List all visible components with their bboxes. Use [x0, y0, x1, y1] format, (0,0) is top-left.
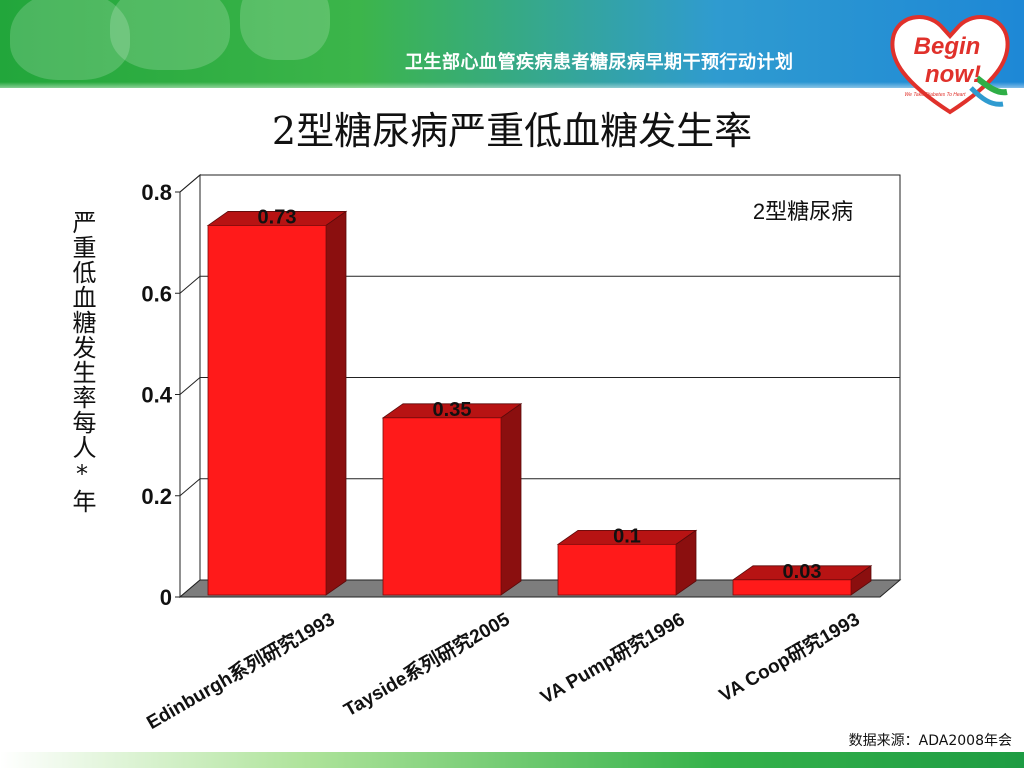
- bar-group: 0.03: [731, 561, 873, 596]
- grid-line: [179, 377, 201, 395]
- grid-line: [179, 478, 201, 497]
- hand-decoration: [110, 0, 230, 70]
- bar-group: 0.73: [206, 206, 348, 596]
- header-band: [0, 0, 1024, 88]
- bar-group: 0.35: [381, 399, 523, 596]
- hand-swoosh-icon: [975, 75, 1008, 96]
- data-label: 0.73: [258, 206, 297, 228]
- bar-group: 0.1: [556, 525, 698, 596]
- bar: [557, 543, 677, 596]
- x-tick-label: VA Pump研究1996: [536, 607, 688, 708]
- logo-tagline: We Take Diabetes To Heart: [905, 92, 967, 98]
- data-label: 0.03: [783, 561, 822, 583]
- data-label: 0.1: [613, 525, 641, 547]
- heart-icon: [890, 15, 1010, 115]
- footer-band: [0, 752, 1024, 768]
- x-tick-label: VA Coop研究1993: [715, 607, 864, 706]
- y-axis-ticks: 0 0.2 0.4 0.6 0.8: [141, 180, 180, 610]
- y-tick-label: 0.4: [141, 383, 172, 408]
- bar-side: [500, 403, 522, 596]
- y-tick-label: 0.8: [141, 180, 172, 205]
- y-tick-label: 0.6: [141, 281, 172, 306]
- y-axis-label: 严重低血糖发生率每人*年: [68, 210, 96, 514]
- data-label: 0.35: [433, 399, 472, 421]
- grid-line: [179, 174, 201, 193]
- y-tick-label: 0.2: [141, 484, 172, 509]
- hand-decoration: [240, 0, 330, 60]
- begin-now-logo: Begin now! We Take Diabetes To Heart: [890, 15, 1010, 115]
- source-note: 数据来源：ADA2008年会: [848, 733, 1012, 749]
- hand-swoosh-icon: [969, 86, 1004, 107]
- legend-label: 2型糖尿病: [753, 199, 853, 224]
- bar-side: [325, 210, 347, 596]
- bar: [207, 225, 327, 596]
- x-tick-label: Edinburgh系列研究1993: [142, 607, 338, 734]
- logo-word-now: now!: [925, 61, 981, 88]
- hand-decoration: [10, 0, 130, 80]
- bar: [382, 417, 502, 596]
- bars: 0.73 0.35 0.1 0.03: [206, 206, 873, 596]
- logo-word-begin: Begin: [914, 33, 981, 60]
- x-tick-label: Tayside系列研究2005: [340, 607, 514, 721]
- y-tick-label: 0: [160, 585, 172, 610]
- bar: [732, 579, 852, 596]
- slide-title: 2型糖尿病严重低血糖发生率: [271, 109, 753, 153]
- header-program-title: 卫生部心血管疾病患者糖尿病早期干预行动计划: [405, 52, 794, 73]
- x-axis-labels: Edinburgh系列研究1993 Tayside系列研究2005 VA Pump研…: [142, 607, 863, 734]
- grid-line: [179, 275, 201, 294]
